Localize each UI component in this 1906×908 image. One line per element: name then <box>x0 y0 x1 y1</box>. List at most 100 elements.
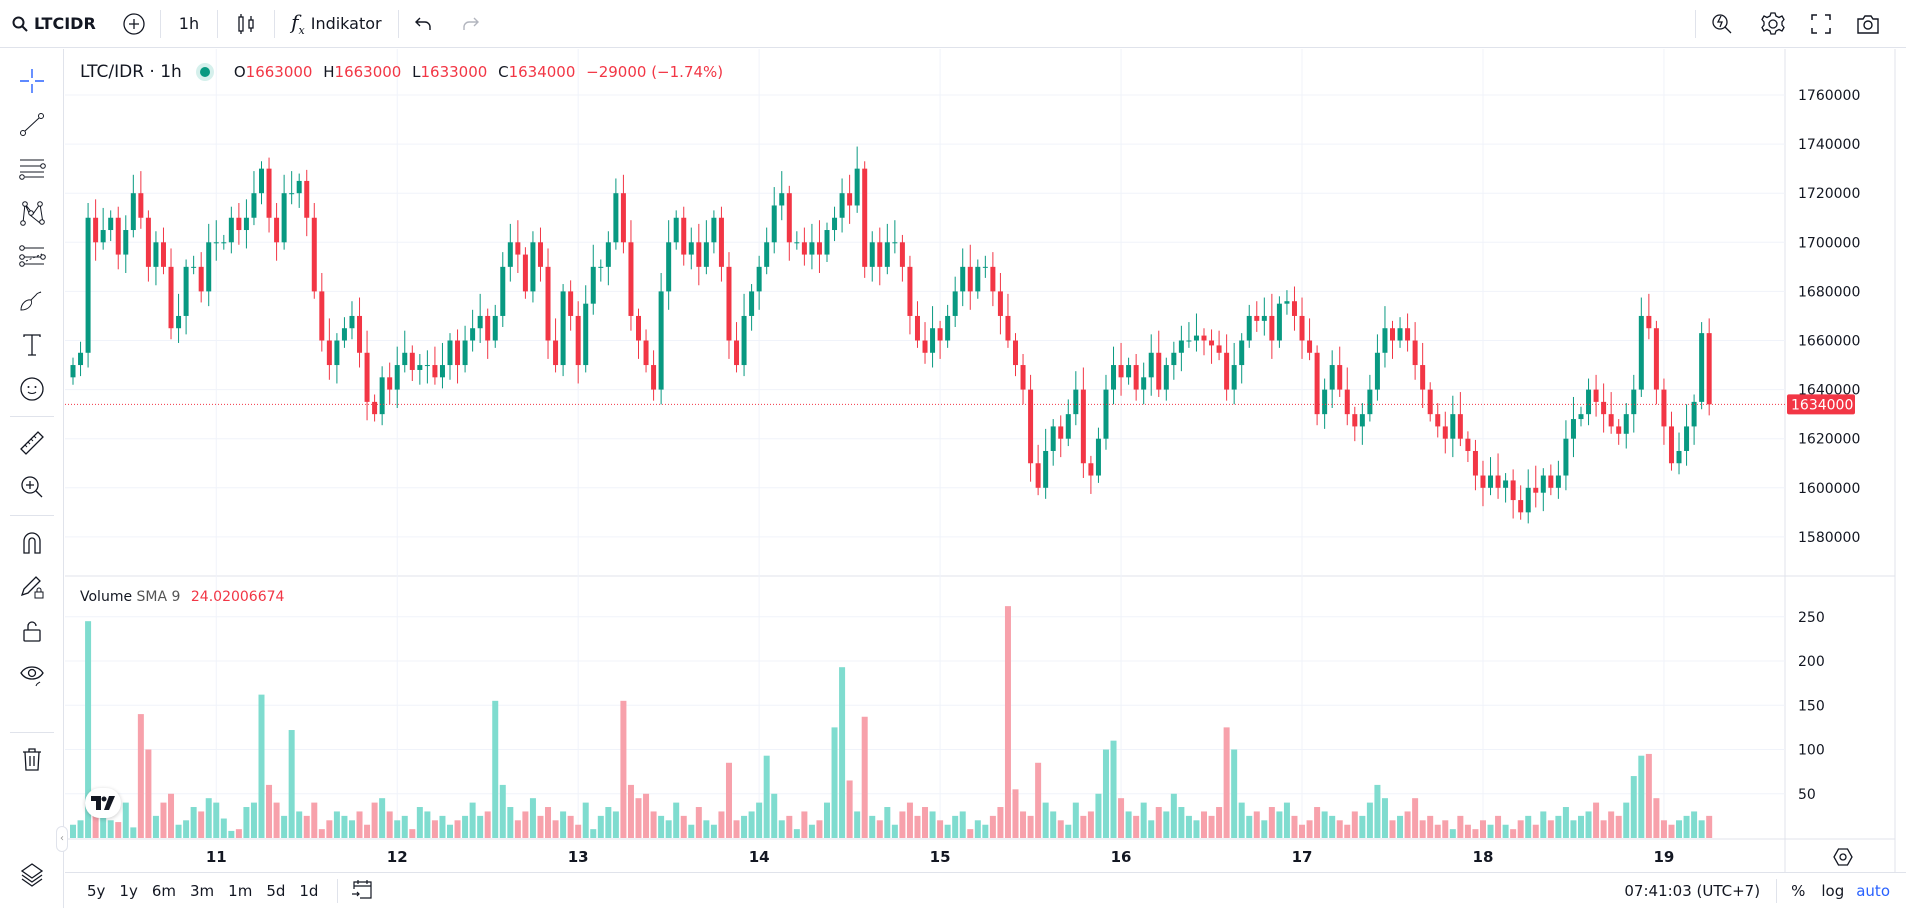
candle-down <box>160 242 166 267</box>
prediction-tool[interactable] <box>14 239 50 275</box>
settings-button[interactable] <box>1748 0 1798 48</box>
volume-bar <box>1004 606 1011 838</box>
candle-down <box>681 217 687 255</box>
candle-down <box>1435 414 1441 427</box>
indicators-button[interactable]: fx Indikator <box>275 0 398 48</box>
candle-up <box>130 193 136 231</box>
candle-down <box>1028 389 1034 464</box>
candle-down <box>326 340 332 366</box>
lock-drawings-tool[interactable] <box>14 613 50 649</box>
range-5d[interactable]: 5d <box>266 881 286 900</box>
chart-type-button[interactable] <box>218 0 274 48</box>
low-label: L <box>412 63 421 81</box>
volume-bar <box>424 811 431 838</box>
volume-bar <box>1193 820 1200 838</box>
volume-bar <box>748 811 755 838</box>
volume-bar <box>643 793 650 838</box>
forecast-icon <box>19 245 46 267</box>
candle-down <box>696 242 702 267</box>
volume-bar <box>1125 811 1132 838</box>
interval-button[interactable]: 1h <box>178 14 200 33</box>
candle-down <box>1427 389 1433 415</box>
brush-tool[interactable] <box>14 283 50 319</box>
candle-up <box>1623 414 1629 434</box>
volume-bar <box>1427 815 1434 838</box>
candle-up <box>296 180 302 194</box>
range-buttons: 5y 1y 6m 3m 1m 5d 1d <box>65 882 325 900</box>
chart-area[interactable]: 1580000160000016200001640000166000016800… <box>0 0 1906 872</box>
candle-down <box>1254 315 1260 321</box>
percent-scale-toggle[interactable]: % <box>1791 881 1806 900</box>
zoom-in-tool[interactable] <box>14 469 50 505</box>
time-tick-label: 13 <box>568 848 589 866</box>
range-1y[interactable]: 1y <box>119 881 138 900</box>
quick-search-button[interactable] <box>1696 0 1748 48</box>
undo-button[interactable] <box>399 0 447 48</box>
measure-tool[interactable] <box>14 425 50 461</box>
clock[interactable]: 07:41:03 (UTC+7) <box>1624 881 1761 900</box>
candle-up <box>711 217 717 243</box>
volume-bar <box>107 820 114 838</box>
volume-bar <box>590 829 597 838</box>
series-title: LTC/IDR · 1h <box>80 62 182 82</box>
candle-up <box>507 242 513 267</box>
redo-button[interactable] <box>447 0 495 48</box>
candle-up <box>213 242 219 244</box>
candle-down <box>1133 365 1139 390</box>
candle-down <box>1013 340 1018 366</box>
candle-down <box>1480 475 1486 488</box>
volume-bar <box>100 815 107 838</box>
emoji-tool[interactable] <box>14 371 50 407</box>
compare-button[interactable] <box>108 0 160 48</box>
candle-up <box>439 365 445 378</box>
axis-settings-icon[interactable] <box>1833 848 1853 866</box>
trend-line-tool[interactable] <box>14 107 50 143</box>
candle-down <box>575 315 581 366</box>
go-to-date-button[interactable] <box>350 877 374 905</box>
volume-bar <box>605 807 612 838</box>
screenshot-button[interactable] <box>1844 0 1892 48</box>
candle-down <box>304 180 310 218</box>
top-toolbar: LTCIDR 1h fx Indikator <box>0 0 1906 48</box>
candle-up <box>583 303 589 366</box>
remove-drawings-tool[interactable] <box>14 741 50 777</box>
candle-down <box>1156 352 1162 390</box>
fullscreen-button[interactable] <box>1798 0 1844 48</box>
volume-bar <box>937 820 944 838</box>
range-3m[interactable]: 3m <box>190 881 215 900</box>
symbol-search-button[interactable]: LTCIDR <box>0 0 108 48</box>
range-6m[interactable]: 6m <box>151 881 176 900</box>
volume-bar <box>379 798 386 838</box>
log-scale-toggle[interactable]: log <box>1821 881 1845 900</box>
candle-down <box>1653 328 1659 390</box>
hexagon-center <box>1839 853 1847 861</box>
range-5y[interactable]: 5y <box>87 881 106 900</box>
fib-tool[interactable] <box>14 151 50 187</box>
range-1d[interactable]: 1d <box>299 881 319 900</box>
volume-bar <box>922 807 929 838</box>
magnet-tool[interactable] <box>14 525 50 561</box>
candle-down <box>801 242 807 255</box>
gear-icon <box>1761 11 1785 35</box>
hide-drawings-tool[interactable] <box>14 657 50 693</box>
pattern-tool[interactable] <box>14 195 50 231</box>
range-1m[interactable]: 1m <box>228 881 253 900</box>
stay-drawing-tool[interactable] <box>14 569 50 605</box>
volume-bar <box>235 829 242 838</box>
candle-up <box>123 230 129 255</box>
volume-bar <box>718 811 725 838</box>
candle-down <box>1269 315 1275 341</box>
candle-up <box>1382 328 1388 353</box>
auto-scale-toggle[interactable]: auto <box>1856 881 1890 900</box>
volume-bar <box>1683 815 1690 838</box>
collapse-toolbar-button[interactable]: ‹ <box>56 826 68 852</box>
candle-up <box>243 217 249 231</box>
candle-up <box>673 217 679 243</box>
volume-bar <box>356 811 363 838</box>
unlock-icon <box>23 621 41 642</box>
volume-bar <box>1314 807 1321 838</box>
candle-down <box>1405 328 1411 341</box>
object-tree-button[interactable] <box>14 857 50 893</box>
text-tool[interactable] <box>14 327 50 363</box>
crosshair-tool[interactable] <box>14 63 50 99</box>
